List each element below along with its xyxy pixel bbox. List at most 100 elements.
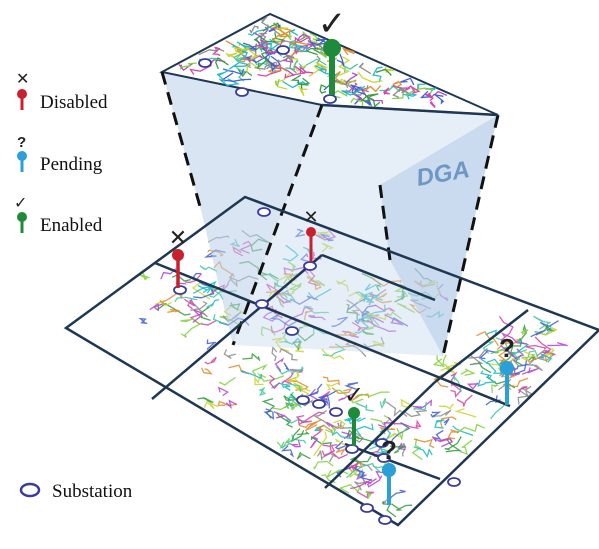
enabled-pin-head <box>17 212 27 222</box>
feeder-line <box>511 349 528 360</box>
feeder-line <box>236 41 251 49</box>
pending-pin: ? <box>381 435 397 505</box>
feeder-line <box>180 322 203 339</box>
feeder-line <box>272 402 304 411</box>
pin-head <box>323 39 341 57</box>
feeder-line <box>428 281 442 300</box>
enabled-pin: ✓ <box>318 5 346 95</box>
feeder-line <box>308 315 326 321</box>
substation-icon <box>447 477 461 487</box>
feeder-line <box>138 317 148 324</box>
feeder-line <box>282 244 299 262</box>
feeder-line <box>389 445 407 454</box>
substation-icon <box>377 453 391 463</box>
feeder-line <box>456 423 486 434</box>
feeder-line <box>257 65 282 77</box>
feeder-line <box>260 38 278 56</box>
legend-item-substation: Substation <box>19 481 133 502</box>
feeder-line <box>341 79 356 86</box>
feeder-line <box>218 78 240 87</box>
feeder-line <box>363 336 385 348</box>
feeder-line <box>415 419 422 428</box>
dga-edge-left <box>160 71 203 211</box>
feeder-line <box>279 348 298 361</box>
feeder-line <box>350 97 364 107</box>
feeder-line <box>379 398 387 410</box>
feeder-line <box>345 72 359 85</box>
feeder-line <box>184 298 196 310</box>
feeder-line <box>253 35 276 44</box>
feeder-line <box>306 276 322 291</box>
tile-divider-6 <box>344 442 441 481</box>
feeder-line <box>361 291 375 304</box>
feeder-line <box>269 312 297 327</box>
feeder-line <box>315 231 331 240</box>
feeder-line <box>261 16 281 36</box>
feeder-line <box>228 61 251 70</box>
feeder-line <box>392 87 409 98</box>
enabled-symbol-icon: ✓ <box>344 382 364 409</box>
feeder-line <box>257 49 272 70</box>
feeder-line <box>361 85 382 94</box>
feeder-line <box>325 382 339 391</box>
feeder-line <box>268 272 288 289</box>
substation-icon <box>296 395 310 405</box>
feeder-line <box>362 319 377 330</box>
feeder-line <box>294 344 304 353</box>
feeder-line <box>287 380 309 391</box>
feeder-line <box>255 39 268 50</box>
feeder-line <box>273 411 292 422</box>
feeder-line <box>372 340 385 348</box>
feeder-line <box>199 306 211 322</box>
substation-icon <box>360 503 374 513</box>
feeder-line <box>521 351 537 362</box>
feeder-line <box>315 61 329 72</box>
feeder-line <box>232 44 248 59</box>
feeder-line <box>476 330 499 347</box>
feeder-line <box>330 80 349 88</box>
tile-divider-3 <box>321 253 436 302</box>
feeder-line <box>275 295 285 308</box>
feeder-line <box>290 428 305 443</box>
feeder-line <box>321 242 335 253</box>
feeder-line <box>246 61 262 74</box>
feeder-line <box>440 361 462 372</box>
feeder-line <box>283 393 299 402</box>
feeder-line <box>356 391 390 397</box>
feeder-line <box>281 291 296 303</box>
feeder-line <box>206 339 216 350</box>
feeder-line <box>341 431 353 440</box>
feeder-line <box>159 291 179 305</box>
feeder-line <box>281 383 302 393</box>
feeder-line <box>281 372 294 385</box>
feeder-line <box>408 303 427 314</box>
feeder-line <box>339 421 351 429</box>
feeder-line <box>342 63 359 73</box>
feeder-line <box>348 291 365 304</box>
feeder-line <box>403 93 417 100</box>
feeder-line <box>284 65 306 79</box>
feeder-line <box>372 66 383 83</box>
feeder-line <box>530 329 546 338</box>
feeder-line <box>295 414 312 424</box>
feeder-line <box>420 90 430 99</box>
feeder-line <box>400 77 415 86</box>
feeder-line <box>297 326 314 342</box>
feeder-line <box>507 357 528 375</box>
feeder-line <box>333 419 346 429</box>
feeder-line <box>336 53 345 67</box>
feeder-line <box>214 57 229 70</box>
pin-head <box>348 407 360 419</box>
feeder-line <box>190 301 208 311</box>
feeder-line <box>539 352 553 363</box>
feeder-line <box>331 316 348 327</box>
feeder-line <box>384 314 404 326</box>
feeder-line <box>424 90 448 99</box>
feeder-line <box>496 338 522 351</box>
feeder-line <box>432 355 446 368</box>
feeder-line <box>308 64 322 78</box>
substation-icon <box>329 407 343 417</box>
substation-icon <box>323 94 337 104</box>
feeder-line <box>366 95 381 108</box>
feeder-line <box>270 322 287 334</box>
